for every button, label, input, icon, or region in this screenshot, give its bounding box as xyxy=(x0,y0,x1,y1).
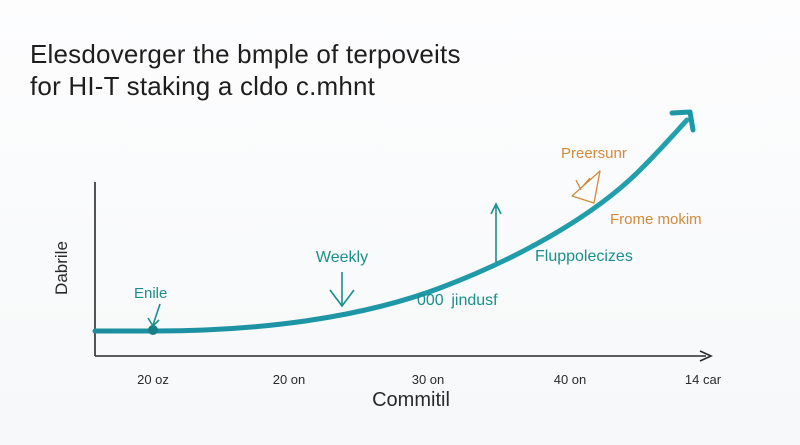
x-tick-label: 40 on xyxy=(554,372,587,387)
weekly-arrowhead-icon xyxy=(329,289,355,308)
rocket-icon xyxy=(571,170,601,204)
x-tick-label: 30 on xyxy=(412,372,445,387)
x-tick-label: 20 oz xyxy=(137,372,169,387)
growth-curve xyxy=(92,117,690,334)
start-arrowhead-icon xyxy=(147,317,160,328)
diagram-title: Elesdoverger the bmple of terpoveits for… xyxy=(30,38,550,102)
annotation-mid: 000 jindusf xyxy=(417,292,498,309)
x-tick-label: 14 car xyxy=(685,372,722,387)
x-axis-arrowhead xyxy=(699,350,713,362)
curve-arrowhead-icon xyxy=(669,109,696,133)
title-line-1: Elesdoverger the bmple of terpoveits xyxy=(30,39,461,69)
x-tick-label: 20 on xyxy=(273,372,306,387)
annotation-upper-top: Preersunr xyxy=(561,145,627,162)
title-line-2: for HI-T staking a cldo c.mhnt xyxy=(30,71,376,101)
annotation-weekly: Weekly xyxy=(316,249,368,266)
start-point-marker xyxy=(148,325,158,335)
start-arrow-icon xyxy=(152,303,161,326)
annotation-start: Enile xyxy=(134,285,167,302)
y-axis-label: Dabrile xyxy=(52,241,71,295)
up-arrowhead-icon xyxy=(490,202,502,215)
annotation-upper-bottom: Frome mokim xyxy=(610,211,702,228)
annotation-right: Fluppolecizes xyxy=(535,248,633,265)
x-axis-label: Commitil xyxy=(372,389,450,411)
